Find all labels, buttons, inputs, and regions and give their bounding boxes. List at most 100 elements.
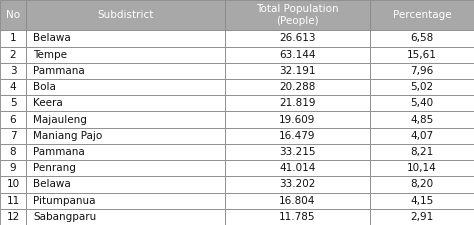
Text: Sabangparu: Sabangparu	[33, 212, 96, 222]
Bar	[370, 0, 474, 30]
Text: 11: 11	[7, 196, 19, 206]
Text: Pammana: Pammana	[33, 147, 85, 157]
Bar	[26, 95, 225, 111]
Text: Bola: Bola	[33, 82, 56, 92]
Text: 20.288: 20.288	[279, 82, 316, 92]
Text: 6: 6	[10, 115, 16, 125]
Bar	[225, 95, 370, 111]
Text: 8,21: 8,21	[410, 147, 434, 157]
Bar	[225, 160, 370, 176]
Text: 26.613: 26.613	[279, 34, 316, 43]
Bar	[26, 193, 225, 209]
Text: 10: 10	[7, 180, 19, 189]
Bar	[0, 63, 26, 79]
Text: 2,91: 2,91	[410, 212, 434, 222]
Text: 5,40: 5,40	[410, 98, 433, 108]
Bar	[370, 47, 474, 63]
Text: 16.479: 16.479	[279, 131, 316, 141]
Bar	[225, 144, 370, 160]
Text: 16.804: 16.804	[279, 196, 316, 206]
Bar	[370, 95, 474, 111]
Bar	[0, 79, 26, 95]
Bar	[225, 0, 370, 30]
Bar	[0, 193, 26, 209]
Bar	[225, 209, 370, 225]
Text: Pammana: Pammana	[33, 66, 85, 76]
Text: 6,58: 6,58	[410, 34, 434, 43]
Bar	[26, 144, 225, 160]
Bar	[0, 111, 26, 128]
Text: 19.609: 19.609	[279, 115, 316, 125]
Text: 15,61: 15,61	[407, 50, 437, 60]
Text: 41.014: 41.014	[279, 163, 316, 173]
Bar	[0, 30, 26, 47]
Text: Subdistrict: Subdistrict	[98, 10, 154, 20]
Text: 1: 1	[10, 34, 16, 43]
Text: Majauleng: Majauleng	[33, 115, 87, 125]
Text: 8: 8	[10, 147, 16, 157]
Text: Maniang Pajo: Maniang Pajo	[33, 131, 102, 141]
Bar	[26, 0, 225, 30]
Bar	[370, 160, 474, 176]
Text: 10,14: 10,14	[407, 163, 437, 173]
Bar	[225, 30, 370, 47]
Bar	[370, 30, 474, 47]
Text: Belawa: Belawa	[33, 180, 71, 189]
Bar	[0, 209, 26, 225]
Bar	[370, 128, 474, 144]
Bar	[26, 30, 225, 47]
Bar	[26, 111, 225, 128]
Bar	[225, 111, 370, 128]
Text: 4,07: 4,07	[410, 131, 433, 141]
Bar	[26, 128, 225, 144]
Text: Total Population
(People): Total Population (People)	[256, 4, 339, 26]
Text: Tempe: Tempe	[33, 50, 67, 60]
Text: Percentage: Percentage	[392, 10, 451, 20]
Bar	[26, 79, 225, 95]
Bar	[370, 144, 474, 160]
Bar	[26, 47, 225, 63]
Text: 4,85: 4,85	[410, 115, 434, 125]
Bar	[26, 63, 225, 79]
Bar	[225, 128, 370, 144]
Bar	[370, 176, 474, 193]
Bar	[26, 176, 225, 193]
Bar	[370, 209, 474, 225]
Bar	[26, 160, 225, 176]
Text: 21.819: 21.819	[279, 98, 316, 108]
Bar	[0, 0, 26, 30]
Text: No: No	[6, 10, 20, 20]
Text: Penrang: Penrang	[33, 163, 76, 173]
Text: 7,96: 7,96	[410, 66, 434, 76]
Text: 63.144: 63.144	[279, 50, 316, 60]
Bar	[0, 176, 26, 193]
Bar	[0, 160, 26, 176]
Bar	[370, 79, 474, 95]
Text: 3: 3	[10, 66, 16, 76]
Text: 4,15: 4,15	[410, 196, 434, 206]
Text: Pitumpanua: Pitumpanua	[33, 196, 96, 206]
Bar	[370, 63, 474, 79]
Text: 12: 12	[7, 212, 19, 222]
Text: 33.202: 33.202	[279, 180, 316, 189]
Text: Keera: Keera	[33, 98, 63, 108]
Text: 32.191: 32.191	[279, 66, 316, 76]
Text: 5: 5	[10, 98, 16, 108]
Text: 8,20: 8,20	[410, 180, 433, 189]
Text: 9: 9	[10, 163, 16, 173]
Bar	[0, 95, 26, 111]
Text: 2: 2	[10, 50, 16, 60]
Text: 5,02: 5,02	[410, 82, 433, 92]
Bar	[225, 79, 370, 95]
Bar	[225, 193, 370, 209]
Bar	[225, 63, 370, 79]
Bar	[0, 47, 26, 63]
Text: 11.785: 11.785	[279, 212, 316, 222]
Text: 7: 7	[10, 131, 16, 141]
Text: 33.215: 33.215	[279, 147, 316, 157]
Bar	[0, 144, 26, 160]
Bar	[370, 111, 474, 128]
Bar	[225, 47, 370, 63]
Bar	[0, 128, 26, 144]
Text: 4: 4	[10, 82, 16, 92]
